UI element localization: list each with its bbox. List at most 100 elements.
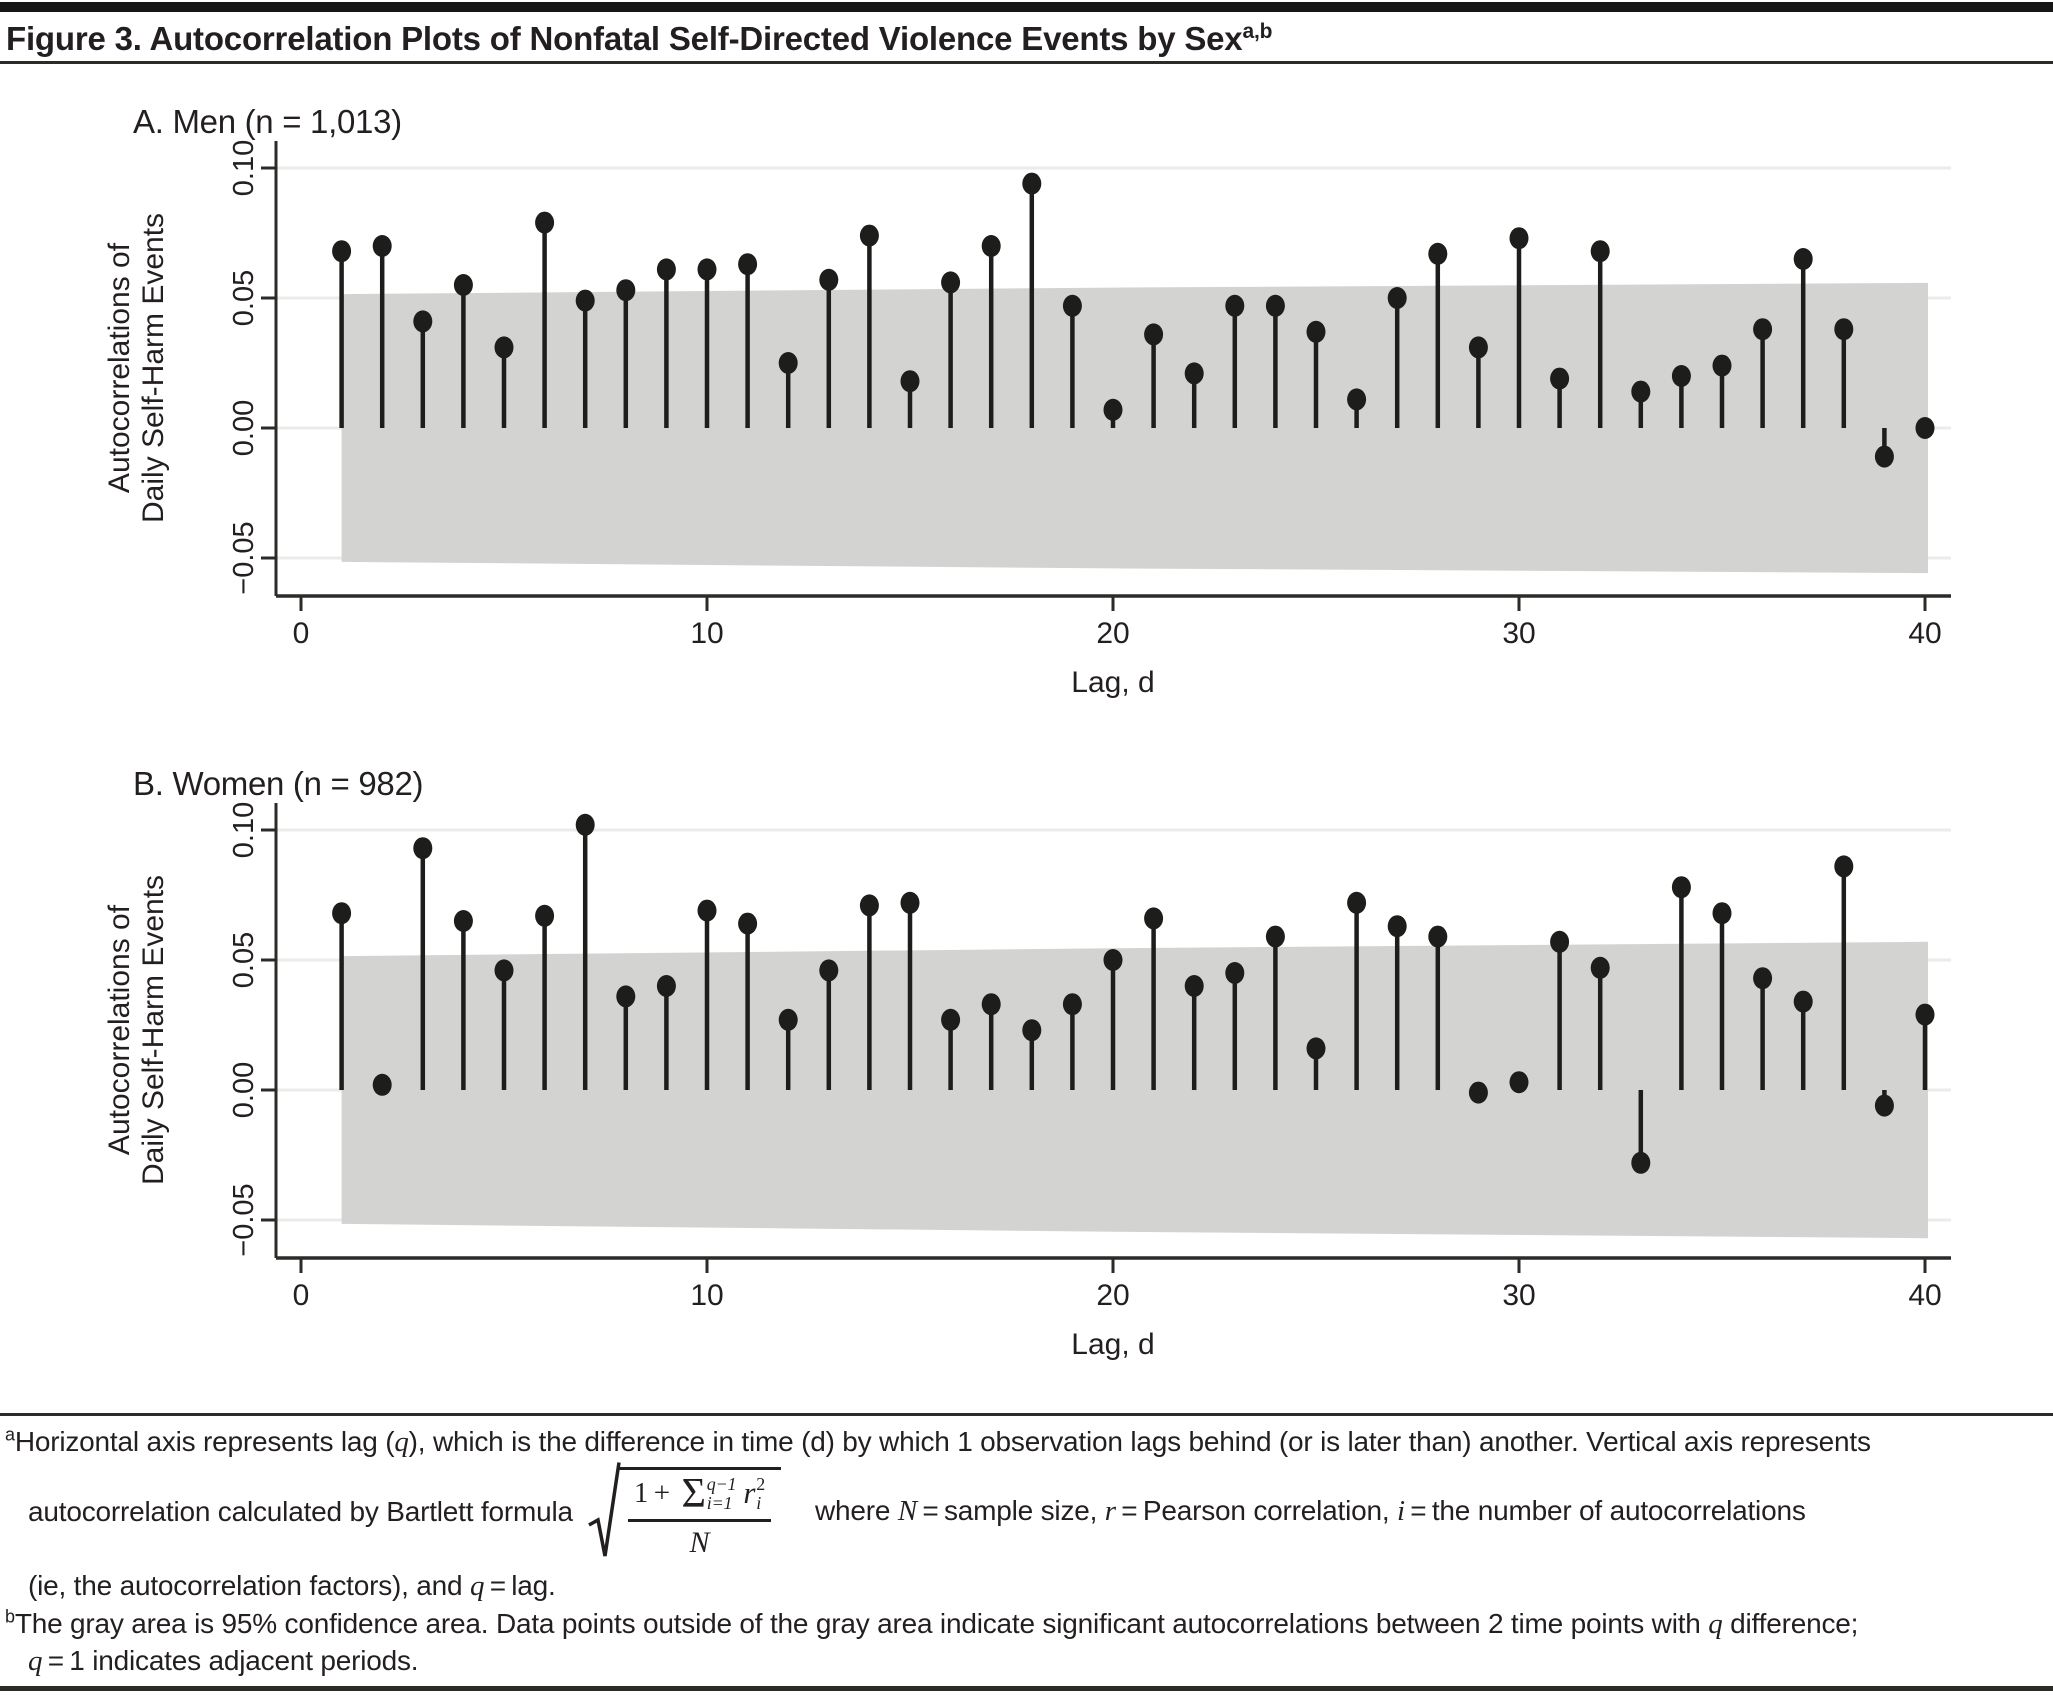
stem-lag-5: [494, 336, 514, 428]
panel-title: B. Women (n = 982): [133, 765, 423, 802]
stem-dot: [1022, 1019, 1042, 1042]
stem-lag-7: [575, 289, 595, 428]
stem-lag-40: [1915, 417, 1935, 439]
formula-r-scripts: 2 i: [756, 1474, 766, 1513]
stem-lag-19: [1062, 993, 1082, 1090]
stem-dot: [1387, 915, 1407, 938]
stem-dot: [453, 910, 473, 932]
stem-dot: [1590, 240, 1610, 263]
formula-one-plus: 1 +: [633, 1477, 676, 1510]
stem-lag-18: [1022, 172, 1042, 428]
stem-lag-32: [1590, 956, 1610, 1090]
stem-dot: [941, 271, 961, 294]
stem-dot: [697, 258, 717, 281]
stem-lag-33: [1631, 1090, 1651, 1174]
y-tick-label: −0.05: [228, 1183, 260, 1256]
summation-limits: q−1 i=1: [706, 1474, 737, 1513]
stem-lag-13: [819, 268, 839, 428]
stem-lag-11: [738, 253, 758, 428]
stem-lag-18: [1022, 1019, 1042, 1090]
x-tick-label: 30: [1502, 1279, 1535, 1312]
stem-lag-38: [1834, 318, 1854, 428]
stem-dot: [332, 240, 352, 263]
stem-lag-38: [1834, 855, 1854, 1090]
stem-dot: [575, 289, 595, 312]
stem-dot: [535, 904, 555, 927]
stem-lag-37: [1793, 990, 1813, 1090]
stem-dot: [778, 1008, 798, 1031]
y-tick-label: 0.05: [228, 270, 260, 326]
stem-lag-13: [819, 959, 839, 1090]
stem-dot: [1103, 949, 1123, 971]
stem-dot: [1631, 380, 1651, 403]
stem-dot: [372, 1073, 392, 1096]
footnote-a-formula-lead-text: autocorrelation calculated by Bartlett f…: [28, 1495, 573, 1527]
stem-dot: [981, 993, 1001, 1016]
stem-lag-9: [656, 258, 676, 428]
stem-dot: [1103, 398, 1123, 421]
stem-lag-11: [738, 912, 758, 1090]
stem-dot: [1347, 388, 1367, 411]
stem-lag-22: [1184, 975, 1204, 1090]
x-tick-label: 10: [690, 1279, 723, 1312]
radical-sign-icon: [588, 1462, 621, 1557]
figure-title-superscript: a,b: [1242, 20, 1273, 43]
stem-dot: [494, 336, 514, 359]
stem-dot: [1387, 287, 1407, 309]
stem-lag-24: [1265, 294, 1285, 428]
stem-dot: [819, 268, 839, 291]
stem-lag-6: [535, 904, 555, 1090]
stem-lag-16: [941, 1008, 961, 1090]
stem-dot: [413, 310, 433, 333]
y-tick-label: −0.05: [228, 521, 260, 594]
footnote-b-line2: q = 1 indicates adjacent periods.: [28, 1645, 419, 1677]
stem-lag-4: [453, 274, 473, 428]
footnote-b-line1: bThe gray area is 95% confidence area. D…: [5, 1606, 1858, 1642]
stem-lag-28: [1428, 925, 1448, 1090]
stem-lag-15: [900, 891, 920, 1090]
formula-denominator: N: [689, 1525, 710, 1559]
x-tick-label: 20: [1096, 1279, 1129, 1312]
stem-lag-36: [1753, 318, 1773, 428]
stem-lag-36: [1753, 967, 1773, 1090]
figure-title: Figure 3. Autocorrelation Plots of Nonfa…: [6, 20, 2046, 58]
x-tick-label: 10: [690, 617, 723, 650]
stem-lag-19: [1062, 294, 1082, 428]
stem-dot: [1062, 993, 1082, 1016]
stem-dot: [616, 279, 636, 302]
men-autocorrelation-chart: 0.10 0.05 0.00 −0.05 0 10 20 30 40 Lag, d Autocorr…: [103, 103, 1951, 699]
stem-lag-31: [1550, 930, 1570, 1090]
stem-dot: [1874, 445, 1894, 468]
stem-lag-27: [1387, 287, 1407, 428]
y-axis-label-line1: Autocorrelations of: [103, 242, 136, 493]
stem-lag-14: [859, 894, 879, 1090]
y-axis-label-line1: Autocorrelations of: [103, 904, 136, 1155]
stem-dot: [900, 370, 920, 393]
stem-dot: [453, 274, 473, 296]
bottom-rule: [0, 1686, 2053, 1691]
y-tick-label: 0.00: [228, 1062, 260, 1118]
top-black-bar: [0, 2, 2053, 12]
stem-dot: [1428, 242, 1448, 265]
title-divider-rule: [0, 61, 2053, 64]
stem-lag-4: [453, 910, 473, 1090]
stem-lag-23: [1225, 962, 1245, 1090]
stem-dot: [413, 837, 433, 860]
stem-dot: [1184, 362, 1204, 385]
stem-lag-30: [1509, 1071, 1529, 1094]
stem-lag-2: [372, 1073, 392, 1096]
stem-lag-39: [1874, 1090, 1894, 1117]
stem-lag-22: [1184, 362, 1204, 428]
stem-lag-16: [941, 271, 961, 428]
footnote-a-line2: autocorrelation calculated by Bartlett f…: [28, 1458, 1806, 1564]
stem-lag-34: [1671, 876, 1691, 1090]
stem-lag-40: [1915, 1003, 1935, 1090]
stem-lag-35: [1712, 354, 1732, 428]
x-tick-label: 0: [293, 1279, 310, 1312]
footnote-a-formula-trail-text: where N = sample size, r = Pearson corre…: [815, 1494, 1806, 1527]
stem-lag-10: [697, 899, 717, 1090]
stem-lag-37: [1793, 248, 1813, 428]
formula-radicand: 1 + Σ q−1 i=1 r 2 i N: [617, 1466, 782, 1562]
panel-title: A. Men (n = 1,013): [133, 103, 402, 140]
stem-lag-25: [1306, 1037, 1326, 1090]
